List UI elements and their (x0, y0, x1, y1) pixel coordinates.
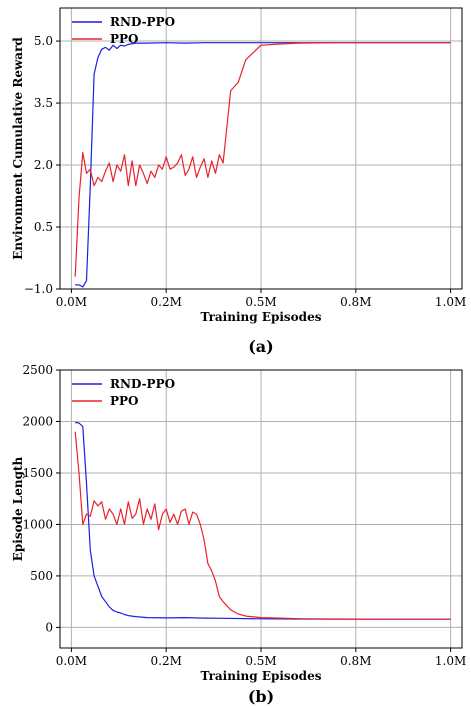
x-tick-label: 0.0M (56, 295, 87, 309)
x-axis-label: Training Episodes (201, 669, 322, 683)
y-tick-label: 0.5 (34, 220, 53, 234)
legend-label-rnd-ppo: RND-PPO (110, 15, 175, 29)
panel-label: (b) (248, 687, 274, 706)
x-tick-label: 0.8M (340, 295, 371, 309)
y-tick-label: 1000 (22, 517, 53, 531)
y-tick-label: −1.0 (24, 282, 53, 296)
y-tick-label: 5.0 (34, 34, 53, 48)
x-tick-label: 0.0M (56, 654, 87, 668)
x-tick-label: 1.0M (435, 654, 466, 668)
x-tick-label: 0.2M (151, 654, 182, 668)
y-tick-label: 0 (45, 620, 53, 634)
y-axis-label: Environment Cumulative Reward (11, 37, 25, 260)
y-tick-label: 2500 (22, 363, 53, 377)
legend-label-ppo: PPO (110, 32, 139, 46)
y-tick-label: 2.0 (34, 158, 53, 172)
legend-label-ppo: PPO (110, 394, 139, 408)
y-axis-label: Episode Length (11, 456, 25, 561)
legend-label-rnd-ppo: RND-PPO (110, 377, 175, 391)
y-tick-label: 3.5 (34, 96, 53, 110)
x-tick-label: 0.5M (245, 654, 276, 668)
x-tick-label: 1.0M (435, 295, 466, 309)
series-line-ppo (74, 431, 451, 620)
x-tick-label: 0.2M (151, 295, 182, 309)
x-tick-label: 0.5M (245, 295, 276, 309)
y-tick-label: 500 (30, 569, 53, 583)
panel-label: (a) (248, 337, 274, 356)
y-tick-label: 2000 (22, 414, 53, 428)
series-line-rnd-ppo (75, 421, 451, 620)
y-tick-label: 1500 (22, 466, 53, 480)
series-line-rnd-ppo (75, 42, 451, 288)
series-line-ppo (74, 42, 451, 277)
chart-panel-1: 0.0M 0.2M 0.5M 0.8M 1.0M 0 500 1000 1500 2000 2500… (11, 363, 466, 706)
chart-panel-0: 0.0M 0.2M 0.5M 0.8M 1.0M −1.0 0.5 2.0 3.5 5.0 Trai… (11, 7, 466, 356)
x-tick-label: 0.8M (340, 654, 371, 668)
x-axis-label: Training Episodes (201, 310, 322, 324)
